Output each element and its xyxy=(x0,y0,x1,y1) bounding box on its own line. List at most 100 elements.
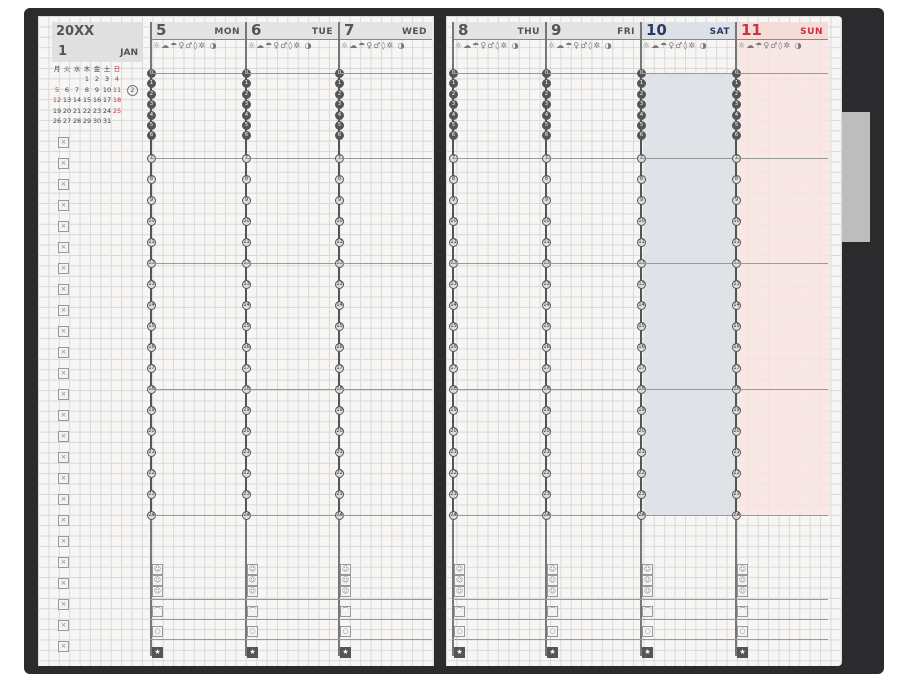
date-cell[interactable]: 5 xyxy=(54,85,60,94)
date-cell[interactable]: 22 xyxy=(82,106,92,115)
meal-icon[interactable]: ⌒ xyxy=(737,606,748,617)
circle-icon[interactable]: ○ xyxy=(547,626,558,637)
checkbox[interactable]: × xyxy=(58,347,69,358)
checkbox[interactable]: × xyxy=(58,410,69,421)
date-cell[interactable]: 25 xyxy=(112,106,122,115)
mood-face-icon[interactable]: ☺ xyxy=(547,575,558,586)
mood-face-icon[interactable]: ☺ xyxy=(547,586,558,597)
mood-face-icon[interactable]: ☺ xyxy=(340,575,351,586)
date-cell[interactable]: 24 xyxy=(102,106,112,115)
day-header[interactable]: 10 SAT xyxy=(640,21,735,40)
star-icon[interactable]: ★ xyxy=(152,647,163,658)
checkbox[interactable]: × xyxy=(58,431,69,442)
circle-icon[interactable]: ○ xyxy=(247,626,258,637)
meal-icon[interactable]: ⌒ xyxy=(340,606,351,617)
checkbox[interactable]: × xyxy=(58,368,69,379)
weather-icons[interactable]: ☼☁☂♀♂◊✲ ◑ xyxy=(548,41,613,50)
circle-icon[interactable]: ○ xyxy=(642,626,653,637)
date-cell[interactable]: 23 xyxy=(92,106,102,115)
date-cell[interactable]: 30 xyxy=(92,116,102,125)
mood-face-icon[interactable]: ☺ xyxy=(152,586,163,597)
star-icon[interactable]: ★ xyxy=(454,647,465,658)
checkbox[interactable]: × xyxy=(58,515,69,526)
date-cell[interactable]: 13 xyxy=(62,96,72,105)
date-cell[interactable] xyxy=(112,116,122,126)
mood-face-icon[interactable]: ☺ xyxy=(737,564,748,575)
star-icon[interactable]: ★ xyxy=(737,647,748,658)
date-cell[interactable]: 20 xyxy=(62,106,72,115)
circle-icon[interactable]: ○ xyxy=(454,626,465,637)
star-icon[interactable]: ★ xyxy=(247,647,258,658)
day-header[interactable]: 8 THU xyxy=(452,21,545,40)
date-cell[interactable]: 26 xyxy=(52,116,62,125)
mood-face-icon[interactable]: ☺ xyxy=(454,564,465,575)
date-cell[interactable] xyxy=(72,74,82,84)
checkbox[interactable]: × xyxy=(58,494,69,505)
bookmark-tab[interactable] xyxy=(840,112,870,242)
day-header[interactable]: 9 FRI xyxy=(545,21,640,40)
star-icon[interactable]: ★ xyxy=(547,647,558,658)
mood-face-icon[interactable]: ☺ xyxy=(642,564,653,575)
mood-face-icon[interactable]: ☺ xyxy=(642,575,653,586)
date-cell[interactable]: 11 xyxy=(112,85,122,94)
mood-face-icon[interactable]: ☺ xyxy=(340,586,351,597)
meal-icon[interactable]: ⌒ xyxy=(247,606,258,617)
date-cell[interactable]: 17 xyxy=(102,96,112,105)
mood-face-icon[interactable]: ☺ xyxy=(737,586,748,597)
date-cell[interactable]: 1 xyxy=(84,75,90,84)
day-header[interactable]: 5 MON xyxy=(150,21,245,40)
date-cell[interactable]: 19 xyxy=(52,106,62,115)
checkbox[interactable]: × xyxy=(58,305,69,316)
mood-face-icon[interactable]: ☺ xyxy=(247,586,258,597)
checkbox[interactable]: × xyxy=(58,452,69,463)
weather-icons[interactable]: ☼☁☂♀♂◊✲ ◑ xyxy=(643,41,708,50)
checkbox[interactable]: × xyxy=(58,284,69,295)
date-cell[interactable] xyxy=(52,74,62,84)
mood-face-icon[interactable]: ☺ xyxy=(547,564,558,575)
checkbox[interactable]: × xyxy=(58,620,69,631)
meal-icon[interactable]: ⌒ xyxy=(642,606,653,617)
weather-icons[interactable]: ☼☁☂♀♂◊✲ ◑ xyxy=(153,41,218,50)
checkbox[interactable]: × xyxy=(58,599,69,610)
checkbox[interactable]: × xyxy=(58,221,69,232)
weather-icons[interactable]: ☼☁☂♀♂◊✲ ◑ xyxy=(341,41,406,50)
date-cell[interactable]: 27 xyxy=(62,116,72,125)
date-cell[interactable]: 29 xyxy=(82,116,92,125)
mood-face-icon[interactable]: ☺ xyxy=(454,575,465,586)
date-cell[interactable]: 16 xyxy=(92,96,102,105)
circle-icon[interactable]: ○ xyxy=(737,626,748,637)
mood-face-icon[interactable]: ☺ xyxy=(454,586,465,597)
mood-face-icon[interactable]: ☺ xyxy=(642,586,653,597)
date-cell[interactable]: 9 xyxy=(94,85,100,94)
star-icon[interactable]: ★ xyxy=(642,647,653,658)
checkbox[interactable]: × xyxy=(58,242,69,253)
star-icon[interactable]: ★ xyxy=(340,647,351,658)
checkbox[interactable]: × xyxy=(58,641,69,652)
date-cell[interactable]: 2 xyxy=(94,75,100,84)
checkbox[interactable]: × xyxy=(58,263,69,274)
meal-icon[interactable]: ⌒ xyxy=(152,606,163,617)
circle-icon[interactable]: ○ xyxy=(340,626,351,637)
date-cell[interactable]: 10 xyxy=(102,85,112,94)
checkbox[interactable]: × xyxy=(58,179,69,190)
date-cell[interactable]: 14 xyxy=(72,96,82,105)
date-cell[interactable]: 8 xyxy=(84,85,90,94)
weather-icons[interactable]: ☼☁☂♀♂◊✲ ◑ xyxy=(738,41,803,50)
checkbox[interactable]: × xyxy=(58,200,69,211)
date-cell[interactable]: 18 xyxy=(112,96,122,105)
mood-face-icon[interactable]: ☺ xyxy=(737,575,748,586)
date-cell[interactable]: 4 xyxy=(114,75,120,84)
mood-face-icon[interactable]: ☺ xyxy=(247,564,258,575)
date-cell[interactable]: 15 xyxy=(82,96,92,105)
date-cell[interactable]: 6 xyxy=(64,85,70,94)
day-header[interactable]: 7 WED xyxy=(338,21,432,40)
date-cell[interactable]: 28 xyxy=(72,116,82,125)
weather-icons[interactable]: ☼☁☂♀♂◊✲ ◑ xyxy=(248,41,313,50)
weather-icons[interactable]: ☼☁☂♀♂◊✲ ◑ xyxy=(455,41,520,50)
circle-icon[interactable]: ○ xyxy=(152,626,163,637)
checkbox[interactable]: × xyxy=(58,389,69,400)
date-cell[interactable]: 21 xyxy=(72,106,82,115)
date-cell[interactable]: 31 xyxy=(102,116,112,125)
mood-face-icon[interactable]: ☺ xyxy=(247,575,258,586)
checkbox[interactable]: × xyxy=(58,557,69,568)
